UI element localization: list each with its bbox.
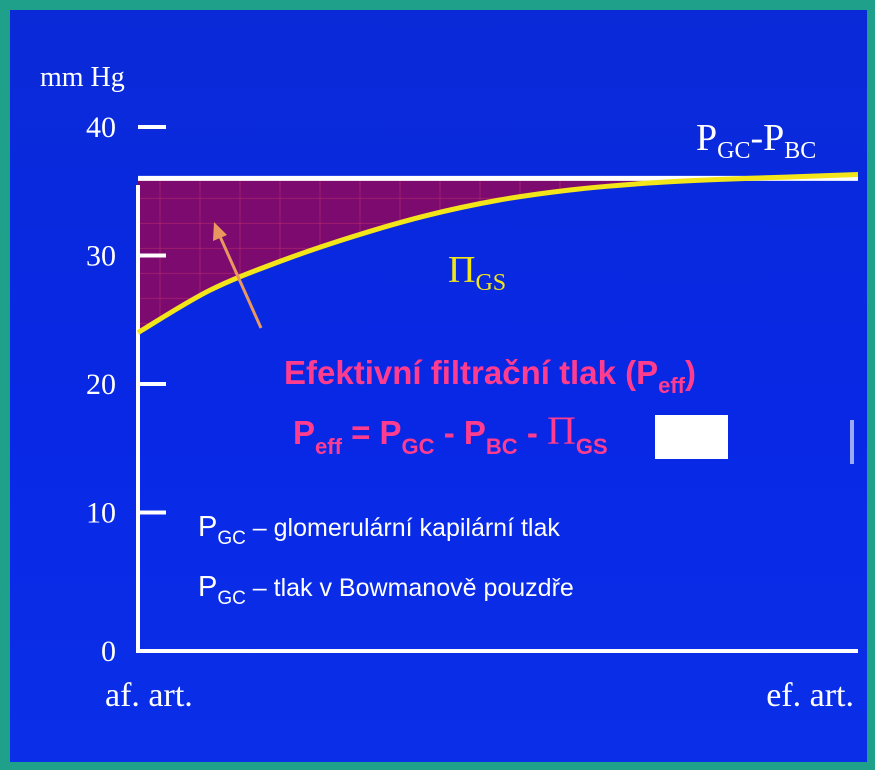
series-label-pgc-pbc: PGC-PBC (696, 117, 816, 164)
pi-highlight-box (655, 415, 728, 459)
peff-equation: Peff = PGC - PBC - ΠGS (293, 408, 608, 459)
series-label-pi-gs: ΠGS (448, 249, 506, 296)
y-tick-label: 30 (86, 240, 116, 273)
x-label-start: af. art. (105, 677, 193, 714)
x-label-end: ef. art. (766, 677, 854, 714)
effective-pressure-area (138, 177, 786, 333)
peff-title: Efektivní filtrační tlak (Peff) (284, 354, 696, 398)
y-tick-label: 10 (86, 497, 116, 530)
y-tick-label: 20 (86, 368, 116, 401)
legend-line-2: PGC – tlak v Bowmanově pouzdře (198, 571, 574, 609)
y-ticks: 0 10 20 30 40 (86, 111, 166, 668)
y-axis-label: mm Hg (40, 62, 125, 93)
slide-background: 0 10 20 30 40 mm Hg PGC-PBC ΠGS Efektivní fi… (10, 10, 867, 762)
edge-mark (850, 420, 854, 464)
y-tick-label: 40 (86, 111, 116, 144)
arrow-icon (213, 222, 263, 329)
series-line-pi-gs (136, 172, 859, 335)
y-tick-label: 0 (101, 635, 116, 668)
legend-line-1: PGC – glomerulární kapilární tlak (198, 511, 560, 549)
filtration-pressure-chart: 0 10 20 30 40 mm Hg PGC-PBC ΠGS Efektivní fi… (40, 62, 859, 714)
